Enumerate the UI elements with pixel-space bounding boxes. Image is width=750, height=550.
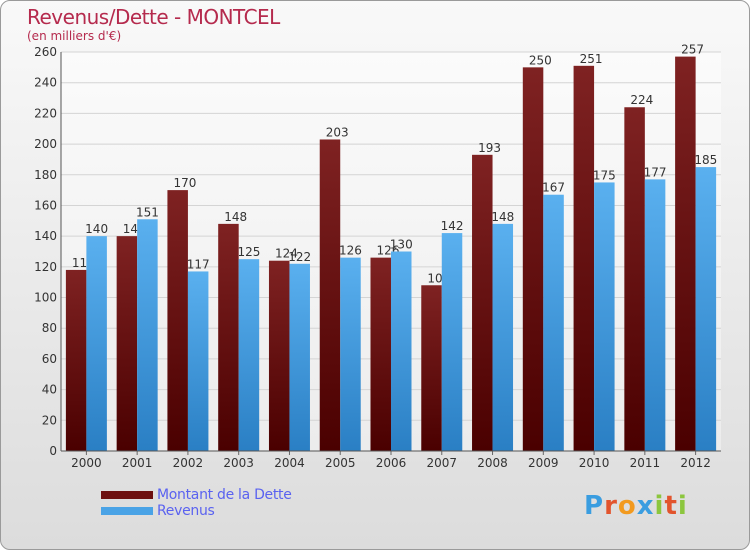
x-tick-label: 2004 xyxy=(274,456,305,470)
bar-revenue xyxy=(594,182,615,451)
proxiti-logo: Proxiti xyxy=(584,491,688,521)
y-tick-label: 80 xyxy=(42,321,57,335)
bar-revenue xyxy=(238,259,260,451)
legend-label-revenue: Revenus xyxy=(157,503,215,519)
y-tick-label: 0 xyxy=(49,444,57,458)
logo-letter: x xyxy=(636,491,655,521)
y-tick-label: 60 xyxy=(42,352,57,366)
bar-debt xyxy=(421,285,442,451)
data-label-revenue: 125 xyxy=(237,245,260,259)
data-label-debt: 124 xyxy=(275,247,298,261)
bar-debt xyxy=(65,269,87,451)
data-label-revenue: 167 xyxy=(542,181,565,195)
x-tick-label: 2009 xyxy=(528,456,559,470)
bar-revenue xyxy=(492,223,514,451)
bar-revenue xyxy=(695,167,717,451)
bar-debt xyxy=(522,67,544,451)
data-label-revenue: 175 xyxy=(593,168,616,182)
chart-subtitle: (en milliers d'€) xyxy=(27,29,122,43)
bar-revenue xyxy=(543,194,564,451)
y-tick-label: 200 xyxy=(34,137,57,151)
logo-letter: o xyxy=(617,491,637,521)
bar-debt xyxy=(675,56,696,451)
bar-debt xyxy=(167,190,188,451)
y-tick-label: 20 xyxy=(42,413,57,427)
data-label-revenue: 130 xyxy=(390,238,413,252)
y-tick-label: 180 xyxy=(34,168,57,182)
x-tick-label: 2011 xyxy=(630,456,661,470)
logo-letter: i xyxy=(677,491,688,521)
y-tick-label: 240 xyxy=(34,76,57,90)
data-label-debt: 250 xyxy=(529,53,552,67)
bar-debt xyxy=(116,236,138,451)
y-tick-label: 140 xyxy=(34,229,57,243)
logo-letter: r xyxy=(604,491,618,521)
bar-revenue xyxy=(187,271,209,451)
data-label-revenue: 140 xyxy=(85,222,108,236)
data-label-revenue: 126 xyxy=(339,244,362,258)
logo-letter: t xyxy=(664,491,678,521)
logo-letter: i xyxy=(654,491,665,521)
x-tick-label: 2005 xyxy=(325,456,356,470)
x-tick-label: 2003 xyxy=(223,456,254,470)
data-label-debt: 251 xyxy=(580,52,603,66)
bar-revenue xyxy=(340,257,361,451)
data-label-revenue: 148 xyxy=(491,210,514,224)
data-label-revenue: 122 xyxy=(288,250,311,264)
bar-revenue xyxy=(644,179,666,451)
bar-debt xyxy=(268,260,290,451)
bar-revenue xyxy=(441,233,463,451)
bar-debt xyxy=(573,65,595,452)
x-tick-label: 2010 xyxy=(579,456,610,470)
data-label-revenue: 151 xyxy=(136,205,159,219)
legend-swatch-revenue xyxy=(101,507,153,515)
bar-revenue xyxy=(289,263,310,451)
bar-revenue xyxy=(137,219,158,451)
bar-revenue xyxy=(86,236,107,451)
legend-item-revenue: Revenus xyxy=(101,503,292,519)
y-tick-label: 160 xyxy=(34,198,57,212)
data-label-revenue: 117 xyxy=(187,257,210,271)
legend-item-debt: Montant de la Dette xyxy=(101,487,292,503)
data-label-debt: 193 xyxy=(478,141,501,155)
y-tick-label: 220 xyxy=(34,106,57,120)
data-label-debt: 203 xyxy=(326,125,349,139)
data-label-debt: 170 xyxy=(173,176,196,190)
bar-debt xyxy=(624,107,645,451)
data-label-debt: 148 xyxy=(224,210,247,224)
data-label-revenue: 142 xyxy=(441,219,464,233)
legend-label-debt: Montant de la Dette xyxy=(157,487,292,503)
data-label-debt: 224 xyxy=(630,93,653,107)
bar-debt xyxy=(370,257,391,451)
bar-debt xyxy=(218,223,239,451)
y-tick-label: 120 xyxy=(34,260,57,274)
y-tick-label: 100 xyxy=(34,291,57,305)
x-tick-label: 2012 xyxy=(680,456,711,470)
y-tick-label: 260 xyxy=(34,45,57,59)
x-tick-label: 2006 xyxy=(376,456,407,470)
bar-revenue xyxy=(391,251,412,451)
chart-title: Revenus/Dette - MONTCEL xyxy=(27,5,280,29)
logo-letter: P xyxy=(584,491,605,521)
x-tick-label: 2000 xyxy=(71,456,102,470)
bar-debt xyxy=(319,139,341,451)
x-tick-label: 2007 xyxy=(426,456,457,470)
x-tick-label: 2002 xyxy=(173,456,204,470)
legend: Montant de la Dette Revenus xyxy=(101,487,292,519)
bar-debt xyxy=(472,154,493,452)
legend-swatch-debt xyxy=(101,491,153,499)
data-label-debt: 257 xyxy=(681,43,704,57)
data-label-revenue: 185 xyxy=(694,153,717,167)
y-tick-label: 40 xyxy=(42,383,57,397)
x-tick-label: 2008 xyxy=(477,456,508,470)
x-tick-label: 2001 xyxy=(122,456,153,470)
data-label-revenue: 177 xyxy=(644,165,667,179)
